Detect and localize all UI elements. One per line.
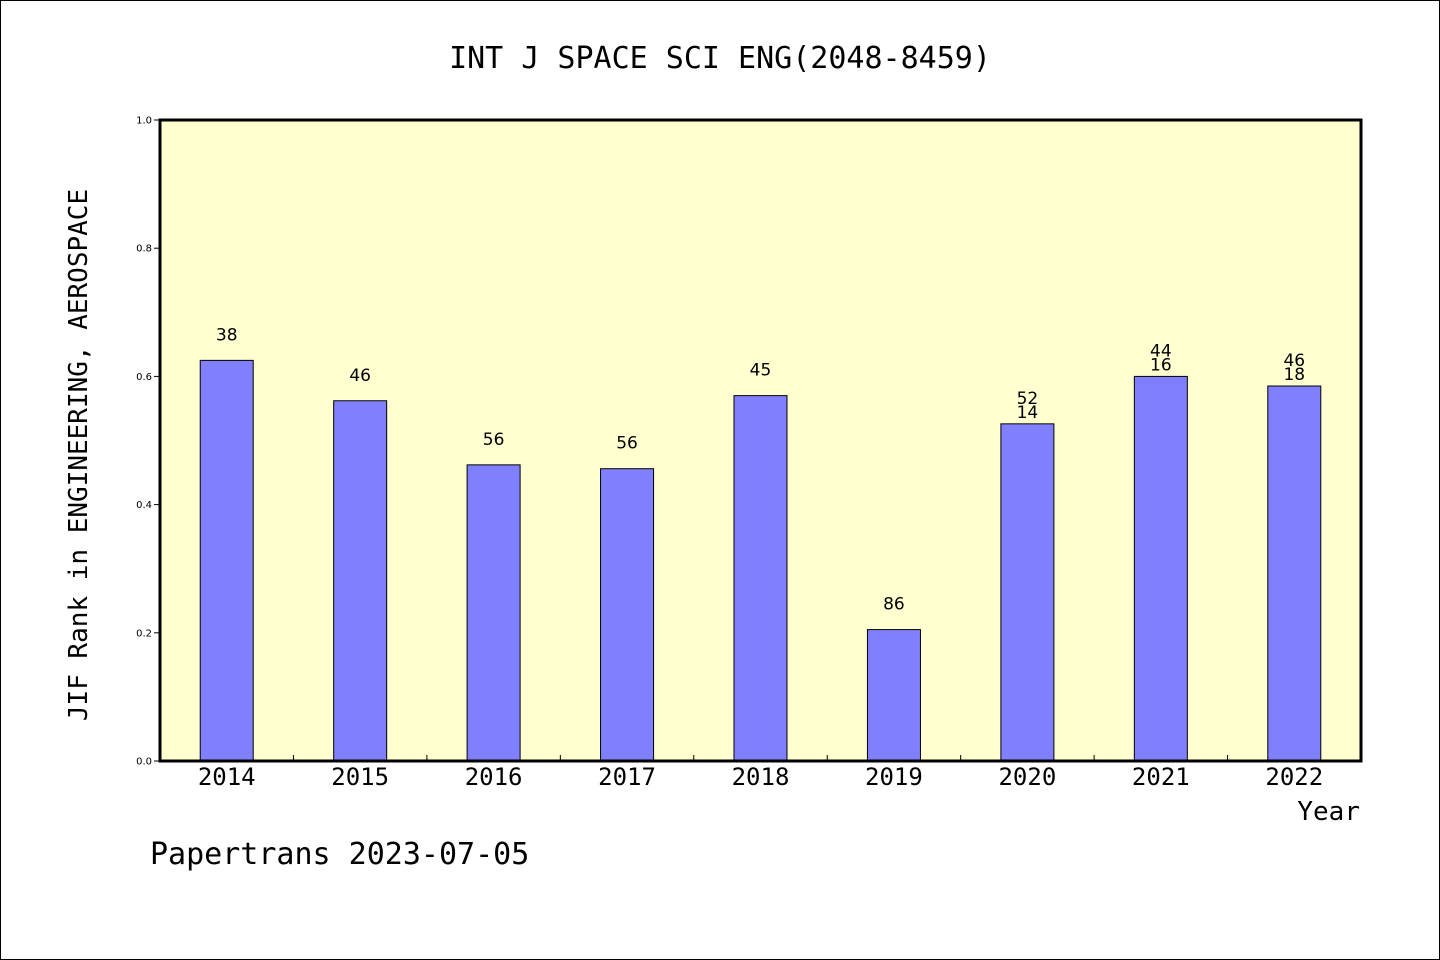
bar-data-label: 44 [1150,341,1172,361]
bar-2014 [199,359,254,762]
bar-data-label: 46 [1283,351,1305,371]
x-tick-label: 2018 [732,763,790,791]
bar-2017 [600,468,655,762]
bar-2021 [1133,375,1188,762]
y-tick-label: 0.2 [136,628,152,639]
x-tick-label: 2021 [1132,763,1190,791]
y-tick-label: 0.6 [136,372,152,383]
x-tick-label: 2019 [865,763,923,791]
y-tick-label: 0.0 [136,757,152,768]
bar-data-label: 38 [216,325,238,345]
x-tick-label: 2020 [998,763,1056,791]
bar-2016 [466,464,521,762]
x-tick-label: 2016 [465,763,523,791]
y-tick-label: 0.4 [136,500,152,511]
plot-frame [158,118,1363,763]
bar-data-label: 45 [750,361,772,381]
x-tick-label: 2022 [1265,763,1323,791]
footer-note: Papertrans 2023-07-05 [150,837,529,872]
y-tick-label: 1.0 [136,116,152,127]
bar-data-label: 14 [1017,403,1039,423]
bar-data-label: 18 [1283,365,1305,385]
bar-data-label: 46 [349,366,371,386]
chart-title: INT J SPACE SCI ENG(2048-8459) [449,41,991,76]
x-axis: 2014 2015 2016 2017 2018 2019 2020 2021 2022 [198,755,1323,791]
bar-2015 [333,400,388,762]
bar-data-label: 56 [483,430,505,450]
bar-data-label: 56 [616,434,638,454]
x-tick-label: 2017 [598,763,656,791]
bar-data-label: 16 [1150,355,1172,375]
x-tick-label: 2014 [198,763,256,791]
bar-data-label: 52 [1017,389,1039,409]
bar-2022 [1267,385,1322,762]
x-tick-label: 2015 [331,763,389,791]
bar-2018 [733,395,788,762]
y-tick-label: 0.8 [136,244,152,255]
bar-2019 [866,629,921,762]
y-axis-label: JIF Rank in ENGINEERING, AEROSPACE [64,189,94,721]
x-axis-label: Year [1297,797,1360,827]
bar-data-label: 86 [883,595,905,615]
bar-2020 [1000,423,1055,762]
